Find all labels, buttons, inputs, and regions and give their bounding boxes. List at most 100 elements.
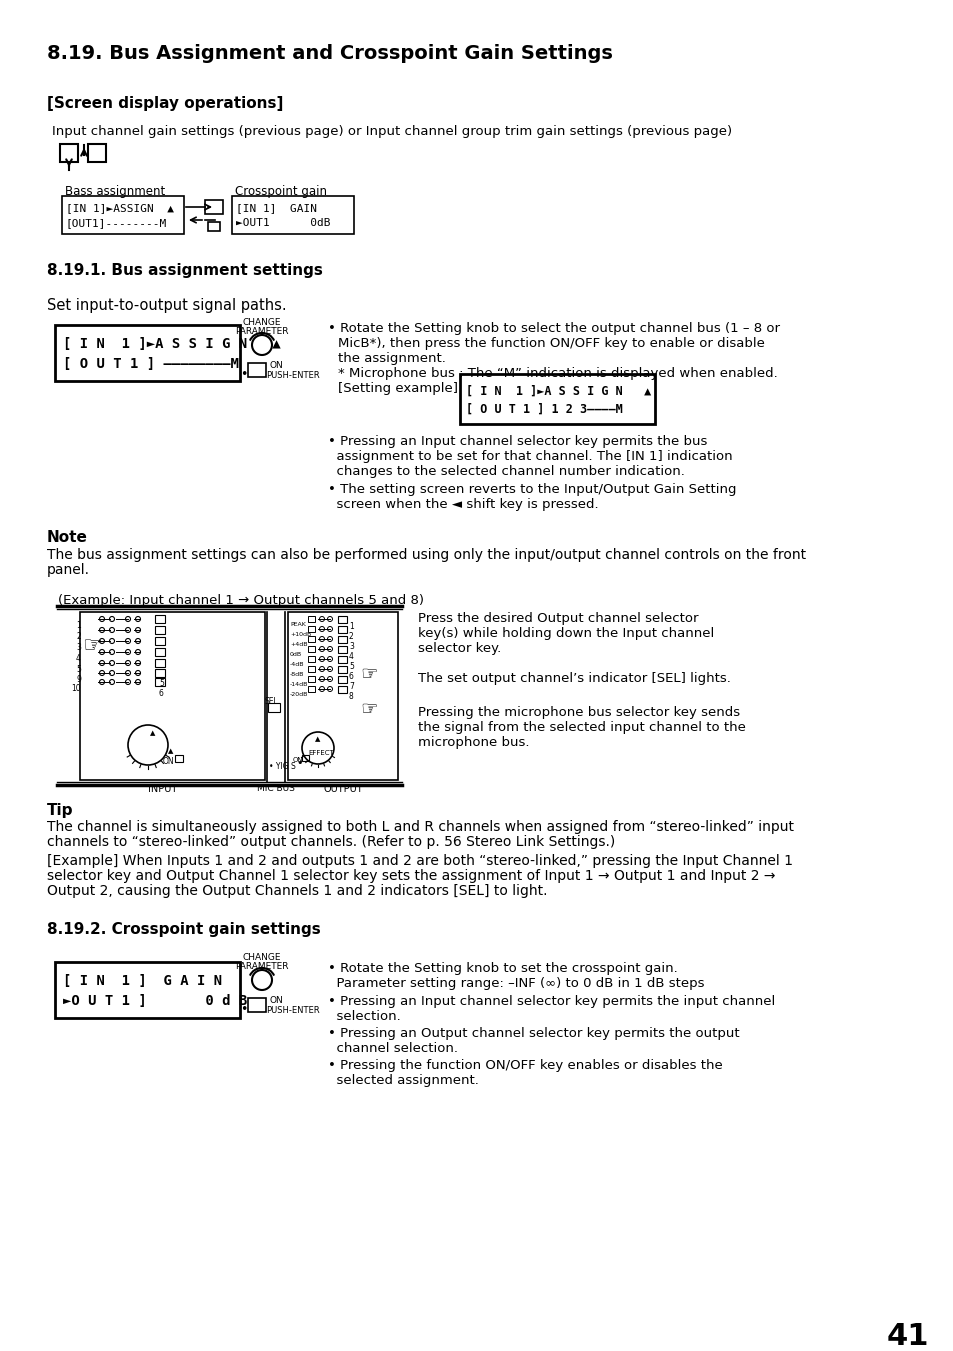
Text: -20dB: -20dB (290, 692, 308, 697)
Text: screen when the ◄ shift key is pressed.: screen when the ◄ shift key is pressed. (328, 499, 598, 511)
Text: 5: 5 (76, 665, 81, 674)
Text: SEL: SEL (264, 697, 277, 707)
Text: selector key and Output Channel 1 selector key sets the assignment of Input 1 → : selector key and Output Channel 1 select… (47, 869, 775, 884)
Text: -4dB: -4dB (290, 662, 304, 667)
Text: 8.19. Bus Assignment and Crosspoint Gain Settings: 8.19. Bus Assignment and Crosspoint Gain… (47, 45, 612, 63)
Text: 5: 5 (349, 662, 354, 671)
Text: 8.19.2. Crosspoint gain settings: 8.19.2. Crosspoint gain settings (47, 921, 320, 938)
Text: 1: 1 (349, 621, 354, 631)
Text: ☞: ☞ (82, 636, 102, 657)
Bar (308, 616, 314, 621)
Text: 2: 2 (349, 632, 354, 640)
Text: microphone bus.: microphone bus. (417, 736, 529, 748)
Text: selected assignment.: selected assignment. (328, 1074, 478, 1088)
Text: assignment to be set for that channel. The [IN 1] indication: assignment to be set for that channel. T… (328, 450, 732, 463)
Text: ON: ON (163, 757, 174, 766)
Text: changes to the selected channel number indication.: changes to the selected channel number i… (328, 465, 684, 478)
Bar (88, 145, 106, 162)
Text: -8dB: -8dB (290, 671, 304, 677)
Bar (154, 648, 165, 657)
Bar (308, 686, 314, 692)
Text: PEAK: PEAK (290, 621, 306, 627)
Text: MicB*), then press the function ON/OFF key to enable or disable: MicB*), then press the function ON/OFF k… (337, 336, 764, 350)
Text: ☞: ☞ (359, 665, 377, 684)
Text: [ I N  1 ]►A S S I G N   ▲: [ I N 1 ]►A S S I G N ▲ (465, 385, 651, 399)
Text: Note: Note (47, 530, 88, 544)
Text: channels to “stereo-linked” output channels. (Refer to p. 56 Stereo Link Setting: channels to “stereo-linked” output chann… (47, 835, 615, 848)
Text: channel selection.: channel selection. (328, 1042, 457, 1055)
Text: [ O U T 1 ] ––––––––M: [ O U T 1 ] ––––––––M (63, 357, 238, 372)
Text: CHANGE: CHANGE (242, 952, 281, 962)
Text: 8.19.1. Bus assignment settings: 8.19.1. Bus assignment settings (47, 263, 322, 278)
Text: [ I N  1 ]  G A I N: [ I N 1 ] G A I N (63, 974, 222, 988)
Text: The channel is simultaneously assigned to both L and R channels when assigned fr: The channel is simultaneously assigned t… (47, 820, 793, 834)
Text: 6: 6 (159, 689, 164, 698)
Bar (337, 686, 347, 693)
Text: 8: 8 (349, 692, 354, 701)
Bar (337, 616, 347, 623)
Text: Set input-to-output signal paths.: Set input-to-output signal paths. (47, 299, 286, 313)
Text: Parameter setting range: –INF (∞) to 0 dB in 1 dB steps: Parameter setting range: –INF (∞) to 0 d… (328, 977, 703, 990)
Bar (174, 755, 183, 762)
Text: PUSH-ENTER: PUSH-ENTER (266, 1006, 319, 1015)
Text: ▲: ▲ (150, 730, 155, 736)
Text: ▲: ▲ (168, 748, 173, 754)
Bar (308, 676, 314, 682)
Text: [ O U T 1 ] 1 2 3––––M: [ O U T 1 ] 1 2 3––––M (465, 403, 622, 416)
Text: INPUT: INPUT (149, 784, 177, 794)
Bar (308, 626, 314, 632)
Bar (208, 222, 220, 231)
Bar (459, 374, 655, 424)
Text: ON: ON (293, 757, 303, 763)
Bar (154, 678, 165, 686)
Text: Bass assignment: Bass assignment (65, 185, 165, 199)
Text: Output 2, causing the Output Channels 1 and 2 indicators [SEL] to light.: Output 2, causing the Output Channels 1 … (47, 884, 547, 898)
Bar (248, 998, 266, 1012)
Bar (337, 646, 347, 653)
Bar (337, 676, 347, 684)
Text: ▲: ▲ (314, 736, 320, 742)
Text: • Pressing an Output channel selector key permits the output: • Pressing an Output channel selector ke… (328, 1027, 739, 1040)
Text: [IN 1]  GAIN: [IN 1] GAIN (235, 203, 316, 213)
Bar (55, 962, 240, 1019)
Text: [IN 1]►ASSIGN  ▲: [IN 1]►ASSIGN ▲ (66, 203, 173, 213)
Text: ON: ON (270, 996, 283, 1005)
Bar (337, 666, 347, 673)
Text: • Pressing the function ON/OFF key enables or disables the: • Pressing the function ON/OFF key enabl… (328, 1059, 722, 1071)
Text: •: • (240, 367, 247, 381)
Text: ON: ON (270, 361, 283, 370)
Bar (308, 646, 314, 653)
Text: the signal from the selected input channel to the: the signal from the selected input chann… (417, 721, 745, 734)
Bar (248, 363, 266, 377)
Text: [Setting example]: [Setting example] (337, 382, 457, 394)
Text: PARAMETER: PARAMETER (235, 327, 289, 336)
Text: 7: 7 (349, 682, 354, 690)
Bar (205, 200, 223, 213)
Text: 0dB: 0dB (290, 653, 302, 657)
Bar (154, 638, 165, 644)
Bar (154, 626, 165, 634)
Text: 41: 41 (886, 1323, 928, 1351)
Bar (60, 145, 78, 162)
Bar (308, 657, 314, 662)
Text: 2: 2 (76, 632, 81, 640)
Text: key(s) while holding down the Input channel: key(s) while holding down the Input chan… (417, 627, 714, 640)
Text: [Example] When Inputs 1 and 2 and outputs 1 and 2 are both “stereo-linked,” pres: [Example] When Inputs 1 and 2 and output… (47, 854, 792, 867)
Text: -14dB: -14dB (290, 682, 308, 688)
Text: ☞: ☞ (359, 700, 377, 719)
Bar (154, 669, 165, 677)
Text: 6: 6 (349, 671, 354, 681)
Bar (337, 626, 347, 634)
Bar (288, 612, 397, 780)
Text: selector key.: selector key. (417, 642, 500, 655)
Bar (337, 636, 347, 643)
Bar (55, 326, 240, 381)
Bar (302, 755, 309, 761)
Text: 9: 9 (76, 676, 81, 684)
Text: • Pressing an Input channel selector key permits the input channel: • Pressing an Input channel selector key… (328, 994, 775, 1008)
Bar (80, 612, 265, 780)
Bar (268, 703, 280, 712)
Text: ►OUT1      0dB: ►OUT1 0dB (235, 218, 330, 228)
Text: 4: 4 (76, 654, 81, 663)
Text: • YIG S: • YIG S (269, 762, 295, 771)
